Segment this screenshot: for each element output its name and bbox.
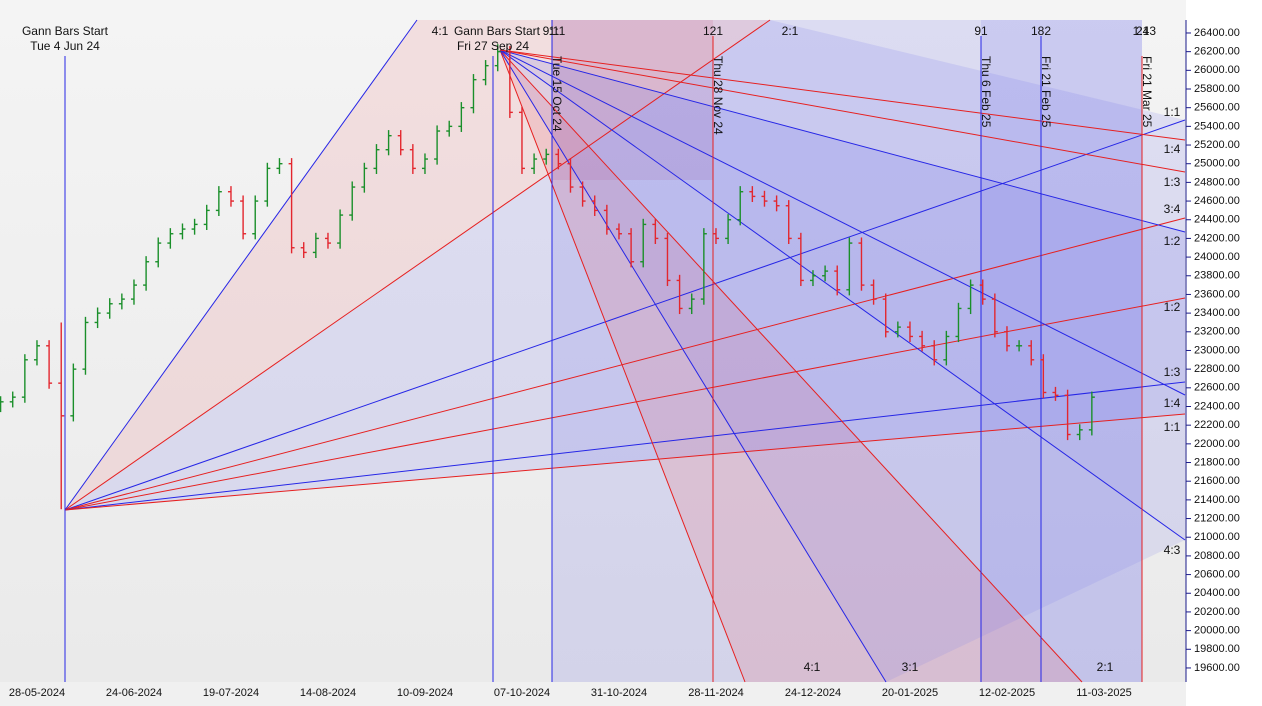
y-tick-label: 21400.00 (1194, 494, 1240, 506)
y-tick-label: 19600.00 (1194, 662, 1240, 674)
x-tick-label: 07-10-2024 (494, 687, 550, 699)
fan-ratio: 1:4 (1164, 396, 1181, 410)
y-tick-label: 19800.00 (1194, 643, 1240, 655)
price-bars (0, 44, 1095, 510)
top-label: 182 (1031, 24, 1051, 38)
x-tick-label: 19-07-2024 (203, 687, 259, 699)
time-line-label: Thu 6 Feb 25 (979, 56, 993, 128)
time-zone (552, 20, 1142, 682)
y-tick-label: 22600.00 (1194, 382, 1240, 394)
y-tick-label: 21800.00 (1194, 456, 1240, 468)
y-tick-label: 25200.00 (1194, 139, 1240, 151)
fan-ratio: 1:3 (1164, 365, 1181, 379)
x-tick-label: 24-06-2024 (106, 687, 162, 699)
x-tick-label: 14-08-2024 (300, 687, 356, 699)
fan-ratio: 4:1 (804, 660, 821, 674)
x-axis-background (0, 682, 1186, 706)
top-label: 4:1 (432, 24, 449, 38)
y-tick-label: 20400.00 (1194, 587, 1240, 599)
y-tick-label: 23000.00 (1194, 344, 1240, 356)
gann-start-title: Gann Bars Start (22, 24, 109, 38)
fan-ratio: 1:2 (1164, 300, 1181, 314)
gann-start-date: Tue 4 Jun 24 (30, 39, 100, 53)
gann-start-title: Gann Bars Start (454, 24, 541, 38)
y-tick-label: 20000.00 (1194, 625, 1240, 637)
time-lines (64, 20, 1143, 682)
top-label: 121 (703, 24, 723, 38)
fan-ratio: 4:3 (1164, 543, 1181, 557)
y-tick-label: 21200.00 (1194, 512, 1240, 524)
fan-zone (65, 20, 1185, 510)
y-tick-label: 24000.00 (1194, 251, 1240, 263)
x-tick-label: 24-12-2024 (785, 687, 841, 699)
y-tick-label: 25800.00 (1194, 83, 1240, 95)
x-tick-label: 20-01-2025 (882, 687, 938, 699)
y-tick-label: 23400.00 (1194, 307, 1240, 319)
time-line-label: Thu 28 Nov 24 (711, 56, 725, 135)
y-tick-label: 22200.00 (1194, 419, 1240, 431)
y-tick-label: 21600.00 (1194, 475, 1240, 487)
top-label: 1:1 (1133, 24, 1150, 38)
x-tick-label: 12-02-2025 (979, 687, 1035, 699)
y-tick-label: 24400.00 (1194, 214, 1240, 226)
x-tick-label: 28-05-2024 (9, 687, 65, 699)
top-label: 243 (1136, 24, 1156, 38)
fan-ratio: 1:3 (1164, 175, 1181, 189)
y-tick-label: 22000.00 (1194, 438, 1240, 450)
fan-ratio: 1:4 (1164, 142, 1181, 156)
fan-zone (500, 50, 1185, 682)
top-label: 91 (974, 24, 988, 38)
top-label: 2:1 (782, 24, 799, 38)
top-label: 9:1 (543, 24, 560, 38)
gann-fan (64, 19, 1186, 511)
fan-ratio: 1:2 (1164, 234, 1181, 248)
x-tick-label: 31-10-2024 (591, 687, 647, 699)
y-tick-label: 20200.00 (1194, 606, 1240, 618)
fan-ratio: 1:1 (1164, 105, 1181, 119)
y-tick-label: 20800.00 (1194, 550, 1240, 562)
time-line-label: Tue 15 Oct 24 (550, 56, 564, 132)
y-tick-label: 24200.00 (1194, 232, 1240, 244)
y-tick-label: 24600.00 (1194, 195, 1240, 207)
time-line-label: Fri 21 Mar 25 (1140, 56, 1154, 128)
y-tick-label: 23800.00 (1194, 270, 1240, 282)
y-tick-label: 25600.00 (1194, 102, 1240, 114)
y-tick-label: 20600.00 (1194, 568, 1240, 580)
y-tick-label: 21000.00 (1194, 531, 1240, 543)
y-tick-label: 22800.00 (1194, 363, 1240, 375)
fan-ratio: 2:1 (1097, 660, 1114, 674)
x-tick-label: 10-09-2024 (397, 687, 453, 699)
y-tick-label: 25000.00 (1194, 158, 1240, 170)
y-tick-label: 26200.00 (1194, 46, 1240, 58)
y-tick-label: 25400.00 (1194, 120, 1240, 132)
fan-ratio: 3:4 (1164, 202, 1181, 216)
fan-ratio: 3:1 (902, 660, 919, 674)
fan-ratio: 1:1 (1164, 420, 1181, 434)
gann-fan (499, 49, 1186, 683)
x-tick-label: 11-03-2025 (1076, 687, 1131, 699)
time-line-label: Fri 21 Feb 25 (1039, 56, 1053, 128)
y-tick-label: 23200.00 (1194, 326, 1240, 338)
y-tick-label: 26000.00 (1194, 64, 1240, 76)
y-tick-label: 23600.00 (1194, 288, 1240, 300)
y-tick-label: 24800.00 (1194, 176, 1240, 188)
top-label: 1:1 (549, 24, 566, 38)
x-tick-label: 28-11-2024 (688, 687, 743, 699)
gann-start-date: Fri 27 Sep 24 (457, 39, 529, 53)
y-tick-label: 22400.00 (1194, 400, 1240, 412)
y-tick-label: 26400.00 (1194, 27, 1240, 39)
